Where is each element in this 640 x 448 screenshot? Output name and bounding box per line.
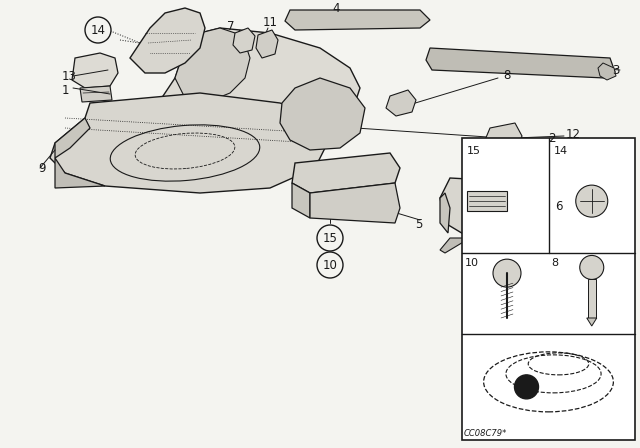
Polygon shape: [130, 8, 205, 73]
Polygon shape: [440, 193, 450, 233]
Polygon shape: [72, 53, 118, 88]
Polygon shape: [292, 153, 400, 193]
Text: 2: 2: [548, 132, 556, 145]
Text: 14: 14: [554, 146, 568, 156]
Text: CC08C79*: CC08C79*: [464, 429, 508, 438]
Polygon shape: [55, 158, 105, 188]
Circle shape: [515, 375, 538, 399]
Polygon shape: [233, 28, 255, 53]
Polygon shape: [485, 123, 522, 152]
Text: 13: 13: [62, 69, 77, 82]
Polygon shape: [155, 28, 360, 153]
Polygon shape: [440, 178, 545, 238]
Text: 14: 14: [90, 23, 106, 36]
Text: 4: 4: [332, 1, 339, 14]
Polygon shape: [50, 93, 330, 193]
Bar: [588, 280, 596, 318]
Polygon shape: [386, 90, 416, 116]
Text: 10: 10: [323, 258, 337, 271]
Circle shape: [493, 259, 521, 287]
Bar: [462, 138, 635, 440]
Polygon shape: [292, 183, 310, 218]
Polygon shape: [285, 10, 430, 30]
Text: 6: 6: [555, 199, 563, 212]
Polygon shape: [256, 30, 278, 58]
Polygon shape: [175, 28, 250, 103]
Circle shape: [576, 185, 608, 217]
Circle shape: [317, 252, 343, 278]
Polygon shape: [55, 118, 90, 158]
Polygon shape: [280, 78, 365, 150]
Polygon shape: [426, 48, 615, 78]
Polygon shape: [80, 86, 112, 102]
Text: 8: 8: [503, 69, 510, 82]
Text: 7: 7: [227, 20, 234, 33]
Text: 9: 9: [38, 161, 45, 175]
Text: 8: 8: [552, 258, 559, 268]
Polygon shape: [310, 183, 400, 223]
Text: 1: 1: [62, 83, 70, 96]
Circle shape: [580, 255, 604, 280]
Text: 10: 10: [465, 258, 479, 268]
Text: 11: 11: [263, 16, 278, 29]
Polygon shape: [587, 318, 596, 326]
Polygon shape: [598, 63, 616, 80]
Text: 15: 15: [467, 146, 481, 156]
Text: 5: 5: [415, 217, 422, 231]
Circle shape: [317, 225, 343, 251]
Polygon shape: [440, 238, 470, 253]
Text: 3: 3: [612, 64, 620, 77]
Bar: [467, 191, 507, 211]
Text: 15: 15: [323, 232, 337, 245]
Text: 12: 12: [566, 128, 581, 141]
Circle shape: [85, 17, 111, 43]
